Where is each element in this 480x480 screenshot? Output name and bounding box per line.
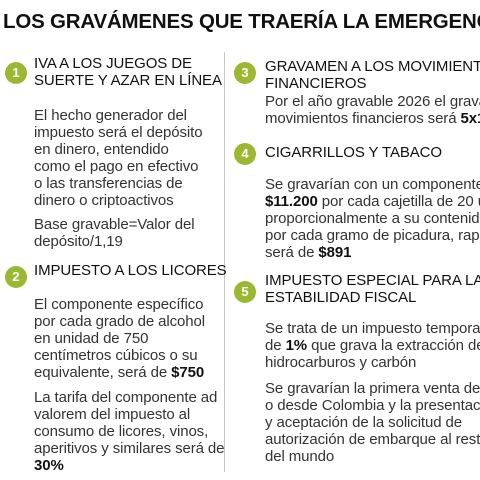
number-badge-4: 4 xyxy=(234,143,256,165)
item-5-paragraph-2: Se gravarían la primera venta dent o des… xyxy=(265,380,480,465)
page-title: LOS GRAVÁMENES QUE TRAERÍA LA EMERGENCIA… xyxy=(0,0,480,44)
item-3-heading: GRAVAMEN A LOS MOVIMIENTOS FINANCIEROS xyxy=(265,58,480,92)
tobacco-rate-value: $891 xyxy=(318,244,352,261)
item-5-heading: IMPUESTO ESPECIAL PARA LA ESTABILIDAD FI… xyxy=(265,272,480,306)
fiscal-rate-value: 1% xyxy=(285,337,308,354)
item-2-heading: IMPUESTO A LOS LICORES xyxy=(34,262,227,279)
number-badge-5: 5 xyxy=(234,281,256,303)
number-badge-1: 1 xyxy=(5,62,27,84)
liquor-rate-value: $750 xyxy=(171,364,205,381)
column-divider xyxy=(224,52,225,472)
item-5-paragraph-1: Se trata de un impuesto temporal de 1% q… xyxy=(265,320,480,371)
number-badge-2: 2 xyxy=(5,266,27,288)
ad-valorem-rate-value: 30% xyxy=(34,457,64,474)
item-2-paragraph-1: El componente específico por cada grado … xyxy=(34,296,205,381)
item-4-heading: CIGARRILLOS Y TABACO xyxy=(265,144,442,161)
cigarette-rate-value: $11.200 xyxy=(265,193,318,210)
item-3-paragraph: Por el año gravable 2026 el gravam movim… xyxy=(265,93,480,127)
number-badge-3: 3 xyxy=(234,62,256,84)
gmf-rate-value: 5x1 xyxy=(460,110,480,127)
item-4-paragraph: Se gravarían con un componente $11.200 p… xyxy=(265,176,480,261)
item-2-paragraph-2: La tarifa del componente ad valorem del … xyxy=(34,389,225,474)
item-1-paragraph-1: El hecho generador del impuesto será el … xyxy=(34,107,203,209)
item-1-heading: IVA A LOS JUEGOS DE SUERTE Y AZAR EN LÍN… xyxy=(34,55,222,89)
item-1-paragraph-2: Base gravable=Valor del depósito/1,19 xyxy=(34,216,195,250)
